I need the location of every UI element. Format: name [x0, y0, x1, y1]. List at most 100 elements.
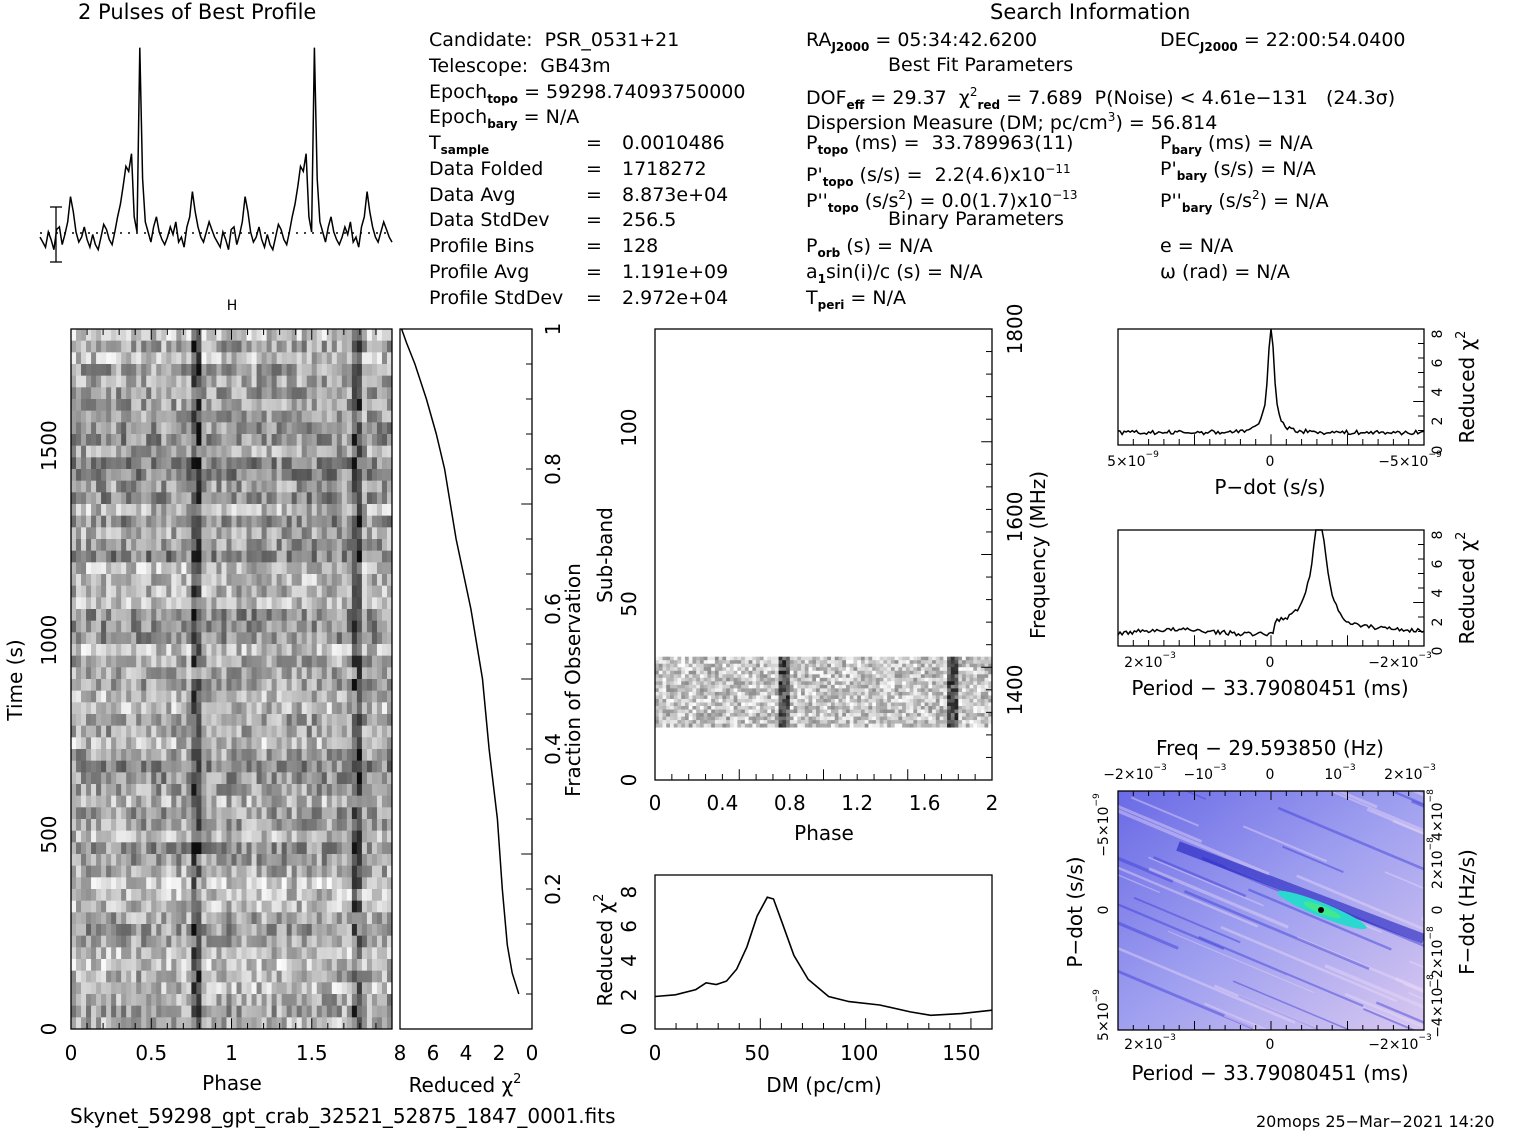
subband-cell	[692, 670, 697, 675]
subband-cell	[741, 695, 746, 700]
time-phase-cell	[306, 924, 313, 937]
time-phase-cell	[361, 399, 368, 412]
time-phase-cell	[91, 667, 97, 680]
time-phase-cell	[151, 877, 157, 890]
subband-cell	[958, 681, 963, 686]
time-phase-cell	[81, 737, 87, 750]
subband-cell	[857, 691, 862, 696]
time-phase-cell	[191, 329, 197, 342]
time-phase-cell	[116, 480, 122, 493]
time-phase-cell	[386, 889, 393, 902]
time-phase-cell	[181, 550, 187, 563]
time-phase-cell	[191, 970, 197, 983]
time-phase-cell	[366, 772, 373, 785]
time-phase-cell	[101, 690, 107, 703]
time-phase-cell	[186, 737, 192, 750]
time-phase-cell	[366, 364, 373, 377]
subband-cell	[681, 667, 686, 672]
time-phase-cell	[91, 679, 97, 692]
time-phase-cell	[381, 889, 388, 902]
time-phase-cell	[231, 935, 237, 948]
time-phase-cell	[356, 644, 363, 657]
time-phase-cell	[336, 539, 343, 552]
subband-cell	[868, 670, 873, 675]
subband-cell	[801, 681, 806, 686]
time-phase-cell	[256, 982, 262, 995]
time-phase-cell	[126, 352, 132, 365]
time-phase-cell	[371, 912, 378, 925]
time-phase-cell	[116, 970, 122, 983]
time-phase-cell	[196, 679, 202, 692]
time-phase-cell	[281, 772, 288, 785]
time-phase-cell	[226, 795, 232, 808]
time-phase-cell	[81, 749, 87, 762]
time-phase-cell	[116, 340, 122, 353]
time-phase-cell	[131, 784, 137, 797]
subband-cell	[905, 670, 911, 675]
time-phase-cell	[351, 842, 358, 855]
time-phase-cell	[186, 784, 192, 797]
time-phase-cell	[351, 760, 358, 773]
time-phase-cell	[96, 889, 102, 902]
time-phase-cell	[96, 690, 102, 703]
subband-cell	[905, 681, 911, 686]
time-phase-cell	[186, 504, 192, 517]
time-phase-cell	[226, 539, 232, 552]
time-phase-cell	[326, 445, 333, 458]
subband-cell	[875, 674, 881, 679]
time-phase-cell	[156, 679, 162, 692]
time-phase-cell	[346, 807, 353, 820]
time-phase-cell	[136, 760, 142, 773]
subband-image	[655, 656, 993, 728]
subband-cell	[726, 660, 731, 665]
data-folded-label: Data Folded	[429, 158, 544, 180]
time-phase-cell	[141, 655, 147, 668]
subband-cell	[748, 684, 753, 689]
time-phase-cell	[211, 445, 217, 458]
time-phase-cell	[96, 655, 102, 668]
time-phase-cell	[201, 375, 207, 388]
time-phase-cell	[246, 504, 252, 517]
time-phase-cell	[206, 982, 212, 995]
subband-cell	[909, 667, 914, 672]
subband-cell	[973, 681, 978, 686]
time-phase-cell	[141, 364, 147, 377]
subband-cell	[977, 691, 982, 696]
time-phase-cell	[286, 784, 293, 797]
subband-cell	[823, 667, 828, 672]
time-phase-cell	[246, 667, 252, 680]
subband-cell	[860, 670, 866, 675]
time-phase-cell	[226, 1017, 232, 1030]
time-phase-cell	[301, 434, 308, 447]
time-phase-cell	[341, 737, 348, 750]
time-phase-cell	[106, 819, 112, 832]
subband-cell	[677, 663, 682, 668]
time-phase-cell	[131, 597, 137, 610]
subband-cell	[782, 660, 787, 665]
subband-cell	[890, 674, 896, 679]
subband-cell	[819, 684, 824, 689]
time-phase-cell	[241, 667, 247, 680]
time-phase-cell	[226, 959, 232, 972]
time-phase-cell	[146, 772, 152, 785]
time-phase-cell	[271, 924, 278, 937]
time-phase-cell	[156, 609, 162, 622]
time-phase-cell	[341, 480, 348, 493]
time-phase-cell	[301, 854, 308, 867]
time-phase-cell	[106, 889, 112, 902]
time-phase-cell	[186, 924, 192, 937]
time-phase-cell	[311, 375, 318, 388]
time-phase-cell	[206, 504, 212, 517]
time-phase-cell	[166, 434, 172, 447]
time-phase-cell	[331, 539, 338, 552]
subband-cell	[954, 670, 959, 675]
subband-cell	[741, 674, 746, 679]
time-phase-cell	[106, 352, 112, 365]
time-phase-cell	[376, 877, 383, 890]
time-phase-cell	[316, 364, 323, 377]
subband-cell	[980, 656, 985, 661]
time-phase-cell	[306, 819, 313, 832]
time-phase-cell	[211, 784, 217, 797]
time-phase-cell	[266, 935, 273, 948]
time-phase-cell	[301, 340, 308, 353]
